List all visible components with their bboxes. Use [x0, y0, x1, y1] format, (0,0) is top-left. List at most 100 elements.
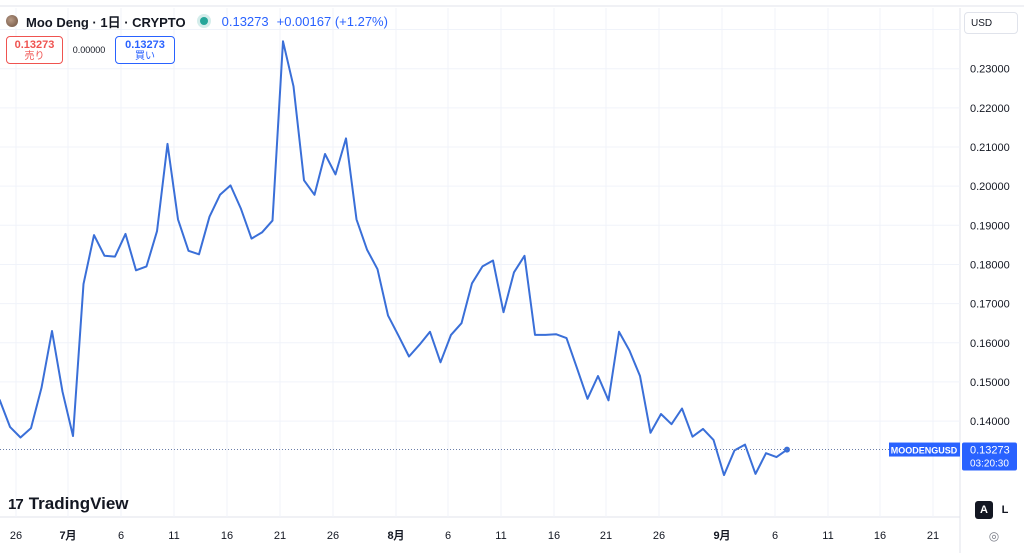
data-point	[377, 269, 378, 270]
y-tick-label: 0.19000	[970, 220, 1010, 232]
data-point	[671, 424, 672, 425]
data-point	[20, 437, 21, 438]
data-point	[324, 153, 325, 154]
data-point	[776, 456, 777, 457]
buy-button[interactable]: 0.13273 買い	[115, 36, 175, 64]
data-point	[209, 216, 210, 217]
data-point	[587, 398, 588, 399]
data-point	[272, 220, 273, 221]
data-point	[30, 428, 31, 429]
auto-scale-button[interactable]: A	[975, 501, 993, 519]
x-tick-label: 26	[327, 530, 339, 542]
header-price: 0.13273	[222, 14, 269, 29]
x-tick-label: 11	[168, 530, 179, 542]
x-tick-label: 8月	[387, 529, 404, 542]
data-point	[534, 334, 535, 335]
data-point	[765, 453, 766, 454]
data-point	[471, 283, 472, 284]
data-point	[83, 283, 84, 284]
data-point	[387, 315, 388, 316]
x-tick-label: 9月	[713, 529, 730, 542]
data-point	[261, 232, 262, 233]
data-point	[608, 400, 609, 401]
trade-panel: 0.13273 売り 0.00000 0.13273 買い	[6, 36, 175, 64]
data-point	[156, 231, 157, 232]
data-point	[230, 185, 231, 186]
header-change: +0.00167 (+1.27%)	[277, 14, 388, 29]
x-tick-label: 26	[10, 530, 22, 542]
data-point	[345, 138, 346, 139]
data-point	[429, 331, 430, 332]
price-tag-value: 0.13273	[970, 445, 1010, 457]
currency-button[interactable]: USD	[964, 12, 1018, 34]
data-point	[356, 219, 357, 220]
y-tick-label: 0.18000	[970, 259, 1010, 271]
y-tick-label: 0.16000	[970, 338, 1010, 350]
data-point	[503, 312, 504, 313]
x-tick-label: 21	[274, 530, 286, 542]
data-point	[618, 331, 619, 332]
x-tick-label: 16	[221, 530, 233, 542]
data-point	[335, 174, 336, 175]
live-status-icon	[200, 17, 208, 25]
data-point	[461, 323, 462, 324]
data-point	[219, 194, 220, 195]
data-point	[314, 194, 315, 195]
data-point	[744, 444, 745, 445]
buy-price: 0.13273	[116, 39, 174, 51]
symbol-label: MOODENGUSD	[891, 446, 958, 456]
data-point	[167, 143, 168, 144]
data-point	[146, 266, 147, 267]
x-tick-label: 6	[118, 530, 124, 542]
x-tick-label: 16	[874, 530, 886, 542]
data-point	[114, 256, 115, 257]
log-scale-button[interactable]: L	[996, 501, 1014, 519]
x-tick-label: 6	[772, 530, 778, 542]
sell-button[interactable]: 0.13273 売り	[6, 36, 63, 64]
data-point	[713, 439, 714, 440]
data-point	[566, 337, 567, 338]
data-point	[660, 413, 661, 414]
data-point	[240, 208, 241, 209]
data-point	[492, 260, 493, 261]
data-point	[629, 350, 630, 351]
data-point	[51, 330, 52, 331]
symbol-title[interactable]: Moo Deng · 1日 · CRYPTO	[26, 12, 186, 31]
data-point	[62, 391, 63, 392]
data-point	[681, 408, 682, 409]
data-point	[125, 233, 126, 234]
data-point	[72, 435, 73, 436]
data-point	[524, 255, 525, 256]
data-point	[282, 41, 283, 42]
chart-header: Moo Deng · 1日 · CRYPTO 0.13273 +0.00167 …	[6, 10, 388, 32]
data-point	[398, 335, 399, 336]
data-point	[177, 219, 178, 220]
data-point	[755, 473, 756, 474]
price-line	[0, 41, 787, 475]
y-tick-label: 0.23000	[970, 64, 1010, 76]
x-tick-label: 7月	[59, 529, 76, 542]
data-point	[513, 272, 514, 273]
data-point	[545, 334, 546, 335]
x-tick-label: 21	[927, 530, 939, 542]
coin-logo-icon	[6, 15, 18, 27]
y-tick-label: 0.14000	[970, 416, 1010, 428]
data-point	[303, 180, 304, 181]
data-point	[440, 362, 441, 363]
y-tick-label: 0.22000	[970, 103, 1010, 115]
data-point	[293, 86, 294, 87]
data-point	[198, 254, 199, 255]
data-point	[723, 475, 724, 476]
data-point	[251, 238, 252, 239]
tradingview-logo: 17 TradingView	[8, 494, 129, 514]
y-tick-label: 0.21000	[970, 142, 1010, 154]
settings-icon[interactable]: ◎	[986, 529, 1002, 545]
data-point	[9, 426, 10, 427]
buy-label: 買い	[135, 51, 155, 62]
y-tick-label: 0.17000	[970, 299, 1010, 311]
tradingview-mark-icon: 17	[8, 496, 23, 513]
spread-value: 0.00000	[69, 45, 109, 55]
x-tick-label: 16	[548, 530, 560, 542]
